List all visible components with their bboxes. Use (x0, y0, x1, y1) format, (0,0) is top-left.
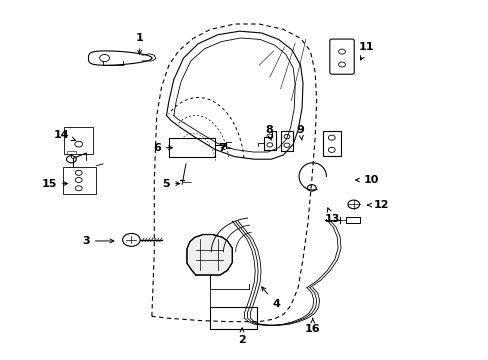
Text: 5: 5 (163, 179, 179, 189)
Text: 6: 6 (152, 143, 172, 153)
Circle shape (307, 185, 316, 191)
Circle shape (347, 200, 359, 209)
Circle shape (328, 135, 334, 140)
FancyBboxPatch shape (168, 138, 215, 157)
Circle shape (284, 143, 289, 147)
Circle shape (75, 170, 82, 175)
Circle shape (284, 134, 289, 139)
Text: 1: 1 (136, 33, 143, 54)
Circle shape (338, 49, 345, 54)
Text: 3: 3 (82, 236, 114, 246)
Text: 9: 9 (296, 125, 304, 140)
Text: 10: 10 (355, 175, 378, 185)
Circle shape (75, 141, 82, 147)
Text: 11: 11 (358, 42, 373, 60)
Polygon shape (66, 150, 76, 154)
Text: 12: 12 (367, 200, 388, 210)
Text: 14: 14 (54, 130, 75, 141)
Text: 15: 15 (41, 179, 67, 189)
Circle shape (338, 62, 345, 67)
Circle shape (328, 147, 334, 152)
Polygon shape (186, 234, 232, 275)
Circle shape (122, 233, 140, 246)
Circle shape (266, 143, 272, 147)
Text: 2: 2 (238, 328, 245, 345)
Circle shape (100, 54, 109, 62)
FancyBboxPatch shape (329, 39, 353, 74)
Circle shape (75, 177, 82, 183)
Circle shape (66, 156, 76, 163)
Text: 7: 7 (218, 143, 226, 153)
FancyBboxPatch shape (64, 127, 93, 154)
Text: 4: 4 (261, 287, 280, 309)
Text: 16: 16 (305, 318, 320, 334)
Text: 8: 8 (264, 125, 272, 140)
FancyBboxPatch shape (63, 167, 96, 194)
FancyBboxPatch shape (345, 217, 359, 223)
FancyBboxPatch shape (322, 131, 340, 156)
Circle shape (75, 186, 82, 191)
Text: 13: 13 (324, 208, 339, 224)
FancyBboxPatch shape (210, 307, 256, 329)
Circle shape (266, 134, 272, 138)
